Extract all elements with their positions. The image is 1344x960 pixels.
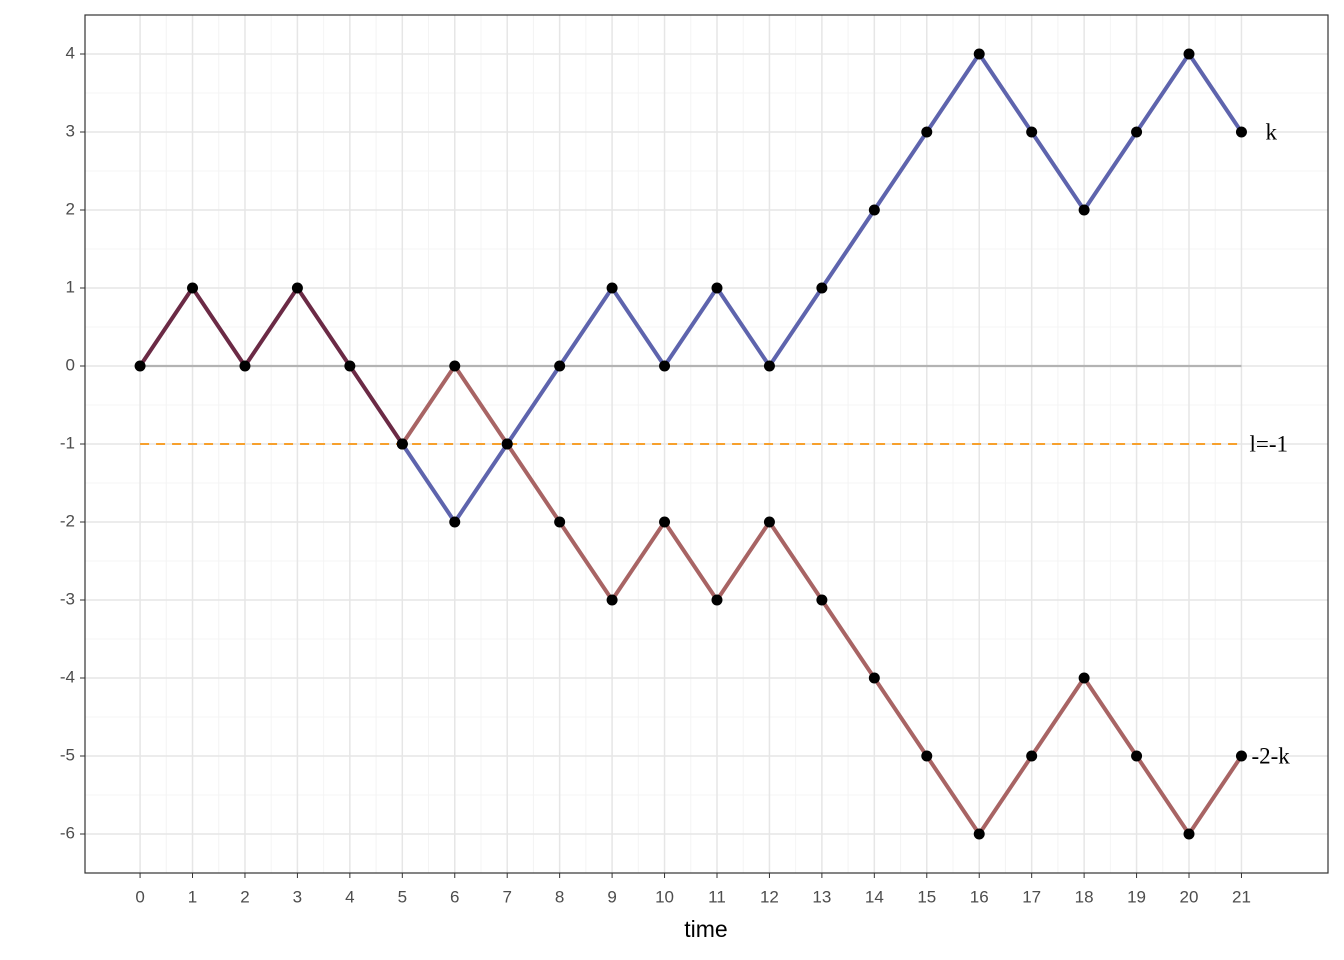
x-tick-label: 7 (502, 887, 511, 906)
data-point (1235, 126, 1247, 138)
data-point (659, 360, 671, 372)
x-tick-label: 21 (1232, 887, 1251, 906)
y-tick-label: -4 (60, 667, 75, 686)
x-tick-label: 17 (1022, 887, 1041, 906)
x-tick-label: 4 (345, 887, 354, 906)
x-axis-label: time (684, 916, 727, 942)
data-point (1183, 48, 1195, 60)
x-tick-label: 16 (970, 887, 989, 906)
x-tick-label: 0 (135, 887, 144, 906)
y-tick-label: 2 (66, 199, 75, 218)
data-point (291, 282, 303, 294)
data-point (1183, 828, 1195, 840)
data-point (868, 204, 880, 216)
data-point (606, 282, 618, 294)
data-point (1026, 126, 1038, 138)
data-point (239, 360, 251, 372)
x-tick-label: 20 (1180, 887, 1199, 906)
data-point (134, 360, 146, 372)
reference-label: l=-1 (1249, 431, 1288, 456)
data-point (711, 282, 723, 294)
y-tick-label: -5 (60, 745, 75, 764)
x-tick-label: 5 (398, 887, 407, 906)
series-label: k (1265, 119, 1277, 144)
data-point (396, 438, 408, 450)
x-tick-label: 6 (450, 887, 459, 906)
data-point (973, 828, 985, 840)
data-point (449, 516, 461, 528)
y-tick-label: 1 (66, 277, 75, 296)
data-point (711, 594, 723, 606)
series-label: -2-k (1251, 743, 1290, 768)
y-tick-label: -3 (60, 589, 75, 608)
data-point (763, 516, 775, 528)
data-point (973, 48, 985, 60)
x-tick-label: 10 (655, 887, 674, 906)
data-point (921, 750, 933, 762)
x-tick-label: 15 (917, 887, 936, 906)
series-line (138, 286, 404, 446)
x-tick-label: 2 (240, 887, 249, 906)
x-tick-label: 19 (1127, 887, 1146, 906)
data-point (816, 282, 828, 294)
x-tick-label: 3 (293, 887, 302, 906)
data-point (868, 672, 880, 684)
data-point (1131, 750, 1143, 762)
x-tick-label: 18 (1075, 887, 1094, 906)
x-tick-label: 8 (555, 887, 564, 906)
panel-border (84, 14, 1329, 874)
y-tick-label: 4 (66, 43, 75, 62)
data-point (344, 360, 356, 372)
data-point (1078, 672, 1090, 684)
data-point (659, 516, 671, 528)
x-tick-label: 11 (708, 887, 726, 906)
data-point (501, 438, 513, 450)
y-tick-label: -6 (60, 823, 75, 842)
data-point (449, 360, 461, 372)
data-point (554, 360, 566, 372)
x-tick-label: 14 (865, 887, 884, 906)
x-tick-label: 12 (760, 887, 779, 906)
data-point (921, 126, 933, 138)
data-point (606, 594, 618, 606)
data-point (763, 360, 775, 372)
data-point (1235, 750, 1247, 762)
y-tick-label: -2 (60, 511, 75, 530)
data-point (187, 282, 199, 294)
data-point (816, 594, 828, 606)
data-point (554, 516, 566, 528)
x-tick-label: 13 (812, 887, 831, 906)
x-tick-label: 9 (607, 887, 616, 906)
data-point (1026, 750, 1038, 762)
data-point (1078, 204, 1090, 216)
y-tick-label: 3 (66, 121, 75, 140)
y-tick-label: 0 (66, 355, 75, 374)
y-tick-label: -1 (60, 433, 75, 452)
x-tick-label: 1 (188, 887, 197, 906)
data-point (1131, 126, 1143, 138)
